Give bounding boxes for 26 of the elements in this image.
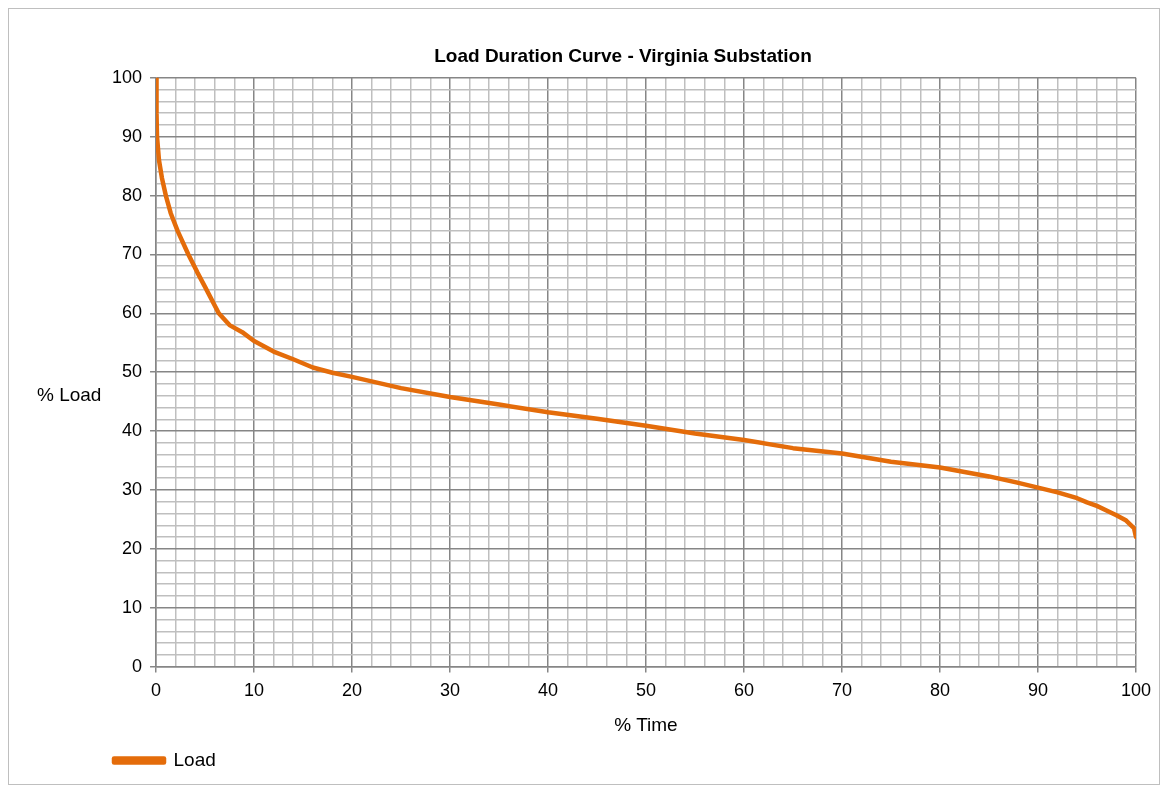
- y-tick-label: 20: [122, 537, 143, 558]
- y-tick-label: 100: [111, 66, 143, 87]
- y-tick-label: 10: [122, 596, 143, 617]
- x-tick-label: 60: [733, 680, 755, 701]
- x-tick-label: 0: [151, 680, 162, 701]
- x-tick-label: 20: [342, 680, 363, 701]
- x-tick-label: 10: [244, 680, 265, 701]
- x-tick-label: 100: [1120, 680, 1152, 701]
- x-tick-label: 50: [635, 680, 657, 701]
- chart-title: Load Duration Curve - Virginia Substation: [434, 44, 812, 66]
- y-tick-label: 60: [122, 302, 143, 323]
- y-tick-label: 30: [122, 478, 143, 499]
- y-tick-label: 50: [122, 361, 143, 382]
- x-axis-title: % Time: [614, 713, 678, 735]
- x-tick-label: 30: [440, 680, 461, 701]
- y-tick-label: 90: [122, 125, 143, 146]
- x-tick-label: 40: [538, 680, 559, 701]
- legend-label: Load: [173, 748, 216, 770]
- x-tick-label: 70: [831, 680, 853, 701]
- y-tick-label: 70: [122, 243, 143, 264]
- y-tick-label: 0: [132, 655, 143, 676]
- x-tick-label: 90: [1027, 680, 1048, 701]
- x-tick-label: 80: [929, 680, 951, 701]
- y-axis-title: % Load: [37, 384, 102, 406]
- y-tick-label: 80: [122, 184, 143, 205]
- y-tick-label: 40: [122, 420, 143, 441]
